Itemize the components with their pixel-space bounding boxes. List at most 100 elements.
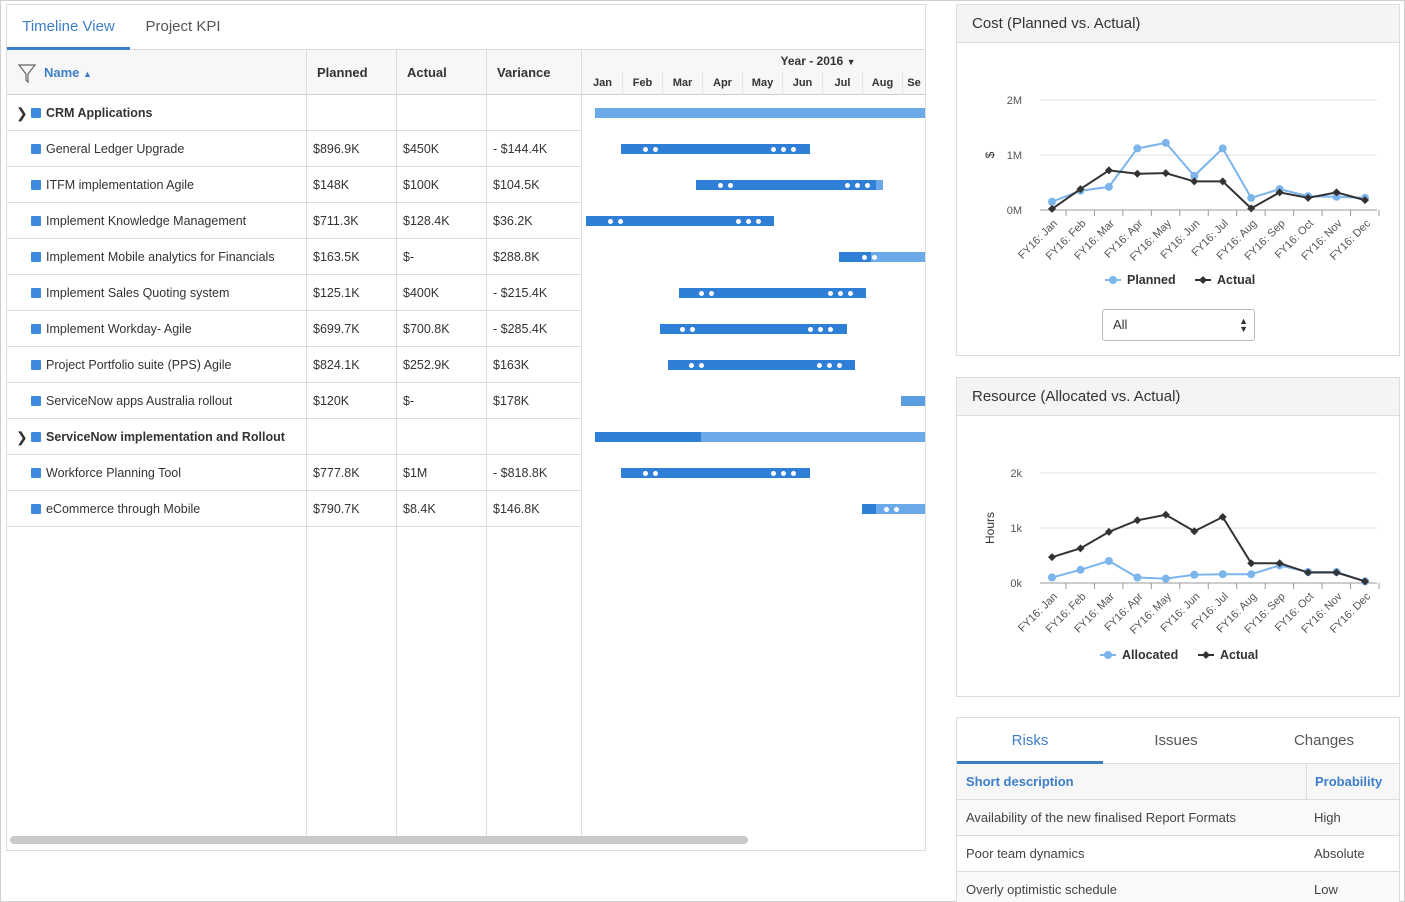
- table-row[interactable]: Project Portfolio suite (PPS) Agile $824…: [7, 347, 582, 383]
- horizontal-scrollbar[interactable]: [10, 836, 748, 844]
- legend-marker: [1109, 276, 1117, 284]
- milestone-dots: [608, 216, 623, 226]
- legend-marker: [1199, 276, 1207, 284]
- row-planned: $777.8K: [313, 466, 360, 480]
- year-label: Year - 2016: [780, 54, 844, 68]
- gantt-task-bar[interactable]: [668, 360, 855, 370]
- row-actual: $-: [403, 250, 415, 264]
- row-planned: $711.3K: [313, 214, 359, 228]
- row-planned: $163.5K: [313, 250, 360, 264]
- gantt-task-bar[interactable]: [586, 216, 774, 226]
- tab-changes[interactable]: Changes: [1293, 732, 1355, 749]
- gantt-task-bar[interactable]: [660, 324, 847, 334]
- row-color-marker: [31, 468, 41, 478]
- table-row[interactable]: Workforce Planning Tool $777.8K $1M - $8…: [7, 455, 582, 491]
- gantt-task-bar[interactable]: [839, 252, 871, 262]
- table-row[interactable]: ITFM implementation Agile $148K $100K $1…: [7, 167, 582, 203]
- table-row-group[interactable]: ❯ CRM Applications: [7, 95, 582, 131]
- risk-row[interactable]: Availability of the new finalised Report…: [957, 800, 1399, 836]
- row-variance: $146.8K: [493, 502, 540, 516]
- data-point: [1190, 570, 1199, 579]
- row-name: Workforce Planning Tool: [46, 466, 182, 480]
- column-name-header[interactable]: Name ▲: [44, 50, 92, 95]
- tab-timeline-view[interactable]: Timeline View: [7, 5, 130, 50]
- chevron-down-icon: ▼: [846, 57, 856, 67]
- chevron-right-icon[interactable]: ❯: [16, 105, 28, 121]
- gantt-task-bar-remaining[interactable]: [876, 504, 925, 514]
- milestone-dots: [643, 468, 658, 478]
- risk-probability: High: [1314, 810, 1341, 825]
- row-planned: $148K: [313, 178, 350, 192]
- month-label: Jan: [583, 72, 623, 95]
- month-label: May: [743, 72, 783, 95]
- milestone-dots: [718, 180, 733, 190]
- column-probability[interactable]: Probability: [1315, 774, 1383, 789]
- risk-table-header: Short description Probability: [957, 764, 1399, 800]
- row-name: Implement Mobile analytics for Financial…: [46, 250, 275, 264]
- gantt-task-bar[interactable]: [621, 468, 810, 478]
- month-label: Apr: [703, 72, 743, 95]
- risk-row[interactable]: Overly optimistic schedule Low: [957, 872, 1399, 902]
- row-variance: - $144.4K: [493, 142, 548, 156]
- column-planned-header[interactable]: Planned: [317, 65, 368, 80]
- resource-card-title: Resource (Allocated vs. Actual): [957, 378, 1399, 416]
- row-color-marker: [31, 180, 41, 190]
- gantt-task-bar[interactable]: [621, 144, 810, 154]
- milestone-dots: [771, 144, 796, 154]
- gantt-task-bar[interactable]: [862, 504, 876, 514]
- filter-icon[interactable]: [17, 50, 37, 95]
- gantt-summary-bar[interactable]: [595, 432, 701, 442]
- table-row[interactable]: ServiceNow apps Australia rollout $120K …: [7, 383, 582, 419]
- row-planned: $896.9K: [313, 142, 360, 156]
- data-point: [1247, 193, 1256, 202]
- row-actual: $1M: [403, 466, 428, 480]
- y-axis-label: Hours: [983, 512, 997, 544]
- chevron-right-icon[interactable]: ❯: [16, 429, 28, 445]
- column-actual-header[interactable]: Actual: [407, 65, 447, 80]
- data-point: [1133, 573, 1142, 582]
- table-row[interactable]: eCommerce through Mobile $790.7K $8.4K $…: [7, 491, 582, 527]
- tab-risks[interactable]: Risks: [957, 718, 1103, 764]
- row-name: ServiceNow implementation and Rollout: [46, 430, 285, 444]
- table-row[interactable]: Implement Workday- Agile $699.7K $700.8K…: [7, 311, 582, 347]
- tab-project-kpi[interactable]: Project KPI: [145, 18, 221, 35]
- cost-filter-select[interactable]: All ▲ ▼: [1102, 309, 1255, 341]
- risk-row[interactable]: Poor team dynamics Absolute: [957, 836, 1399, 872]
- y-tick-label: 1M: [1007, 150, 1022, 162]
- risk-tabs: Risks Issues Changes: [957, 718, 1399, 764]
- table-row[interactable]: Implement Mobile analytics for Financial…: [7, 239, 582, 275]
- column-variance-header[interactable]: Variance: [497, 65, 551, 80]
- row-color-marker: [31, 360, 41, 370]
- table-row[interactable]: Implement Sales Quoting system $125.1K $…: [7, 275, 582, 311]
- gantt-summary-bar-remaining[interactable]: [701, 432, 925, 442]
- gantt-task-bar[interactable]: [679, 288, 866, 298]
- column-short-description[interactable]: Short description: [966, 774, 1074, 789]
- table-row-group[interactable]: ❯ ServiceNow implementation and Rollout: [7, 419, 582, 455]
- data-point: [1218, 144, 1227, 153]
- data-point: [1190, 177, 1199, 186]
- row-name: General Ledger Upgrade: [46, 142, 185, 156]
- risk-description: Overly optimistic schedule: [966, 882, 1117, 897]
- data-point: [1133, 169, 1142, 178]
- gantt-task-bar[interactable]: [901, 396, 925, 406]
- data-point: [1361, 196, 1369, 205]
- year-selector[interactable]: Year - 2016 ▼: [583, 54, 925, 68]
- table-row[interactable]: General Ledger Upgrade $896.9K $450K - $…: [7, 131, 582, 167]
- cost-filter-value: All: [1113, 317, 1128, 332]
- row-planned: $699.7K: [313, 322, 360, 336]
- tab-issues[interactable]: Issues: [1154, 732, 1198, 749]
- data-point: [1304, 568, 1313, 577]
- data-point: [1104, 166, 1113, 175]
- row-variance: $36.2K: [493, 214, 533, 228]
- data-point: [1104, 527, 1113, 536]
- gantt-summary-bar[interactable]: [595, 108, 925, 118]
- row-actual: $400K: [403, 286, 440, 300]
- gantt-timescale: Year - 2016 ▼ Jan Feb Mar Apr May Jun Ju…: [583, 50, 925, 95]
- risk-description: Poor team dynamics: [966, 846, 1085, 861]
- table-row[interactable]: Implement Knowledge Management $711.3K $…: [7, 203, 582, 239]
- gantt-task-bar[interactable]: [696, 180, 878, 190]
- gantt-task-bar-remaining[interactable]: [871, 252, 925, 262]
- gantt-task-bar-remaining[interactable]: [876, 180, 883, 190]
- risk-card: Risks Issues Changes Short description P…: [956, 717, 1400, 902]
